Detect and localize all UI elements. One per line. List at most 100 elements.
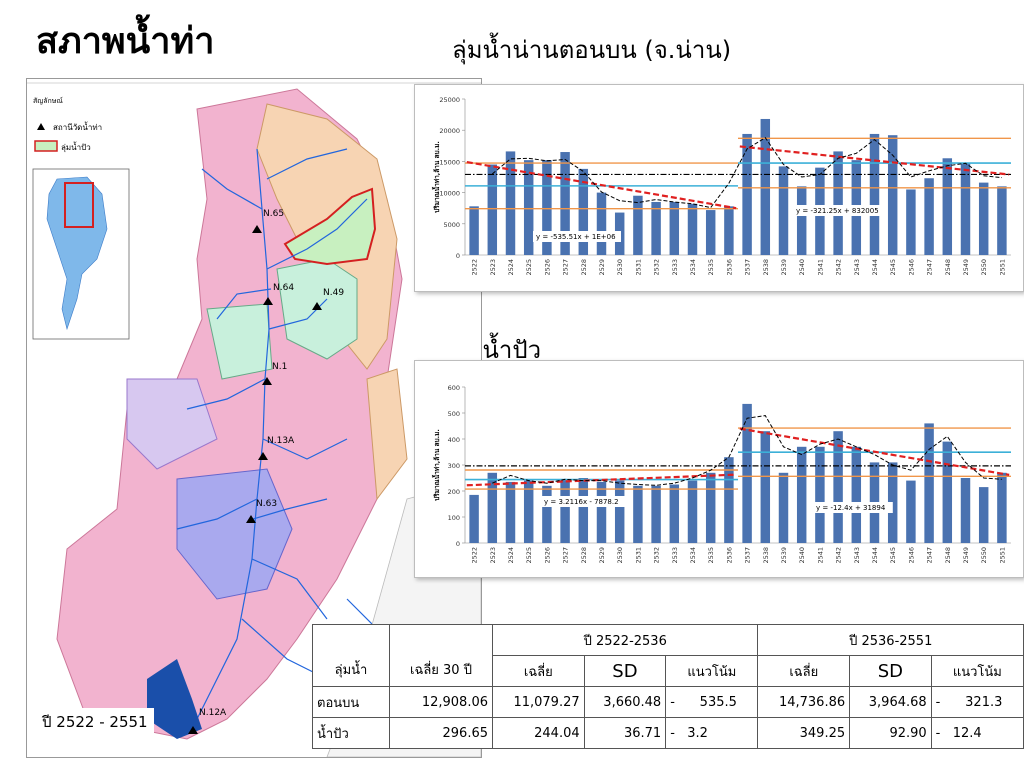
- bar: [542, 485, 552, 543]
- trend-label-bg: [541, 496, 629, 507]
- x-tick-label: 2526: [543, 259, 551, 276]
- table-row: น้ำปัว 296.65 244.04 36.71 - 3.2 349.25 …: [312, 717, 1024, 749]
- basin-swatch-icon: [34, 140, 58, 152]
- x-tick-label: 2536: [725, 259, 733, 276]
- bar: [978, 487, 989, 543]
- map-legend-station: สถานีวัดน้ำท่า: [53, 121, 102, 132]
- bar: [614, 480, 625, 543]
- upper-chart-title: ลุ่มน้ำน่านตอนบน (จ.น่าน): [452, 36, 732, 64]
- station-n1: N.1: [272, 362, 287, 372]
- header-p1-sd: SD: [583, 655, 667, 687]
- bar: [669, 201, 680, 255]
- bar: [742, 133, 752, 255]
- bar: [578, 478, 589, 543]
- bar: [469, 206, 479, 255]
- bar: [742, 403, 752, 543]
- x-tick-label: 2534: [689, 547, 697, 564]
- bar: [906, 189, 916, 255]
- header-p2-sd: SD: [849, 655, 932, 687]
- x-tick-label: 2551: [998, 259, 1006, 276]
- x-tick-label: 2540: [798, 259, 806, 276]
- x-tick-label: 2530: [616, 547, 624, 564]
- row-p2-trend: - 321.3: [930, 686, 1024, 718]
- station-n65: N.65: [263, 209, 284, 219]
- trend-equation-label: y = 3.2116x - 7878.2: [544, 498, 619, 506]
- header-p2-trend: แนวโน้ม: [930, 655, 1024, 687]
- station-n13a: N.13A: [267, 436, 295, 446]
- y-tick-label: 0: [456, 252, 460, 260]
- bar: [633, 195, 643, 255]
- x-tick-label: 2544: [871, 259, 879, 276]
- trend-equation-label: y = -535.51x + 1E+06: [536, 233, 616, 241]
- header-avg30: เฉลี่ย 30 ปี: [389, 624, 493, 687]
- y-tick-label: 5000: [443, 221, 460, 229]
- y-axis-label: ปริมาณน้ำท่า,ล้าน ลบ.ม.: [431, 141, 441, 213]
- x-tick-label: 2548: [944, 547, 952, 564]
- station-n64: N.64: [273, 283, 294, 293]
- x-tick-label: 2545: [889, 259, 897, 276]
- page-title: สภาพน้ำท่า: [36, 20, 215, 62]
- header-p2-mean: เฉลี่ย: [757, 655, 851, 687]
- x-tick-label: 2543: [853, 547, 861, 564]
- y-tick-label: 500: [448, 410, 460, 418]
- y-tick-label: 600: [448, 384, 460, 392]
- x-tick-label: 2532: [653, 259, 661, 276]
- x-tick-label: 2539: [780, 547, 788, 564]
- trend-line: [466, 160, 737, 210]
- bar: [960, 478, 971, 543]
- x-tick-label: 2525: [525, 547, 533, 564]
- y-tick-label: 15000: [439, 158, 460, 166]
- bar: [487, 472, 498, 543]
- bar: [705, 472, 716, 543]
- row-p1-sd: 36.71: [583, 717, 667, 749]
- bar: [651, 201, 661, 255]
- bar: [560, 152, 570, 255]
- bar: [596, 481, 607, 543]
- header-basin: ลุ่มน้ำ: [312, 624, 390, 687]
- stats-table: ลุ่มน้ำ เฉลี่ย 30 ปี ปี 2522-2536 ปี 253…: [312, 624, 1024, 749]
- row-avg30: 296.65: [389, 717, 493, 749]
- x-tick-label: 2539: [780, 259, 788, 276]
- x-tick-label: 2546: [907, 547, 915, 564]
- bar: [851, 446, 862, 543]
- x-tick-label: 2551: [998, 547, 1006, 564]
- x-tick-label: 2536: [725, 547, 733, 564]
- x-tick-label: 2524: [507, 547, 515, 564]
- bar: [924, 423, 934, 543]
- y-tick-label: 0: [456, 540, 460, 548]
- trend-label-bg: [793, 205, 886, 216]
- header-p1-trend: แนวโน้ม: [665, 655, 759, 687]
- bar: [523, 160, 534, 255]
- x-tick-label: 2549: [962, 547, 970, 564]
- row-p2-sd: 92.90: [849, 717, 932, 749]
- bar: [687, 203, 698, 255]
- period-label: ปี 2522 - 2551: [36, 708, 154, 736]
- bar: [796, 186, 807, 255]
- x-tick-label: 2532: [653, 547, 661, 564]
- x-tick-label: 2541: [816, 547, 824, 564]
- bar: [523, 480, 534, 543]
- bar: [815, 446, 825, 543]
- row-avg30: 12,908.06: [389, 686, 493, 718]
- x-tick-label: 2534: [689, 259, 697, 276]
- x-tick-label: 2540: [798, 547, 806, 564]
- station-n12a: N.12A: [199, 708, 227, 718]
- x-tick-label: 2538: [762, 547, 770, 564]
- x-tick-label: 2523: [489, 259, 497, 276]
- y-tick-label: 25000: [439, 96, 460, 104]
- row-p1-sd: 3,660.48: [583, 686, 667, 718]
- map-legend-title: สัญลักษณ์: [33, 97, 63, 105]
- x-tick-label: 2524: [507, 259, 515, 276]
- row-p2-mean: 14,736.86: [757, 686, 851, 718]
- x-tick-label: 2549: [962, 259, 970, 276]
- bar: [997, 186, 1007, 255]
- y-tick-label: 20000: [439, 127, 460, 135]
- x-tick-label: 2537: [744, 259, 752, 276]
- bar: [796, 446, 807, 543]
- bar: [505, 481, 516, 543]
- x-tick-label: 2531: [634, 547, 642, 564]
- x-tick-label: 2522: [471, 259, 479, 276]
- row-basin: น้ำปัว: [312, 717, 390, 749]
- header-p1-mean: เฉลี่ย: [492, 655, 585, 687]
- x-tick-label: 2530: [616, 259, 624, 276]
